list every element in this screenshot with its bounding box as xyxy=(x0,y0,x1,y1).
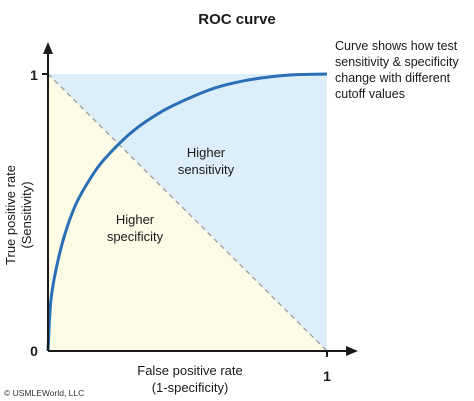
sensitivity-label-line1: Higher xyxy=(187,145,226,160)
chart-title: ROC curve xyxy=(198,11,276,28)
copyright-text: © USMLEWorld, LLC xyxy=(4,388,84,398)
sensitivity-label-line2: sensitivity xyxy=(178,162,235,177)
annotation-line4: cutoff values xyxy=(335,87,405,101)
x-axis-arrow xyxy=(346,346,358,356)
x-tick-label-1: 1 xyxy=(323,368,331,384)
specificity-label-line2: specificity xyxy=(107,229,164,244)
annotation-line1: Curve shows how test xyxy=(335,39,458,53)
annotation-line3: change with different xyxy=(335,71,451,85)
x-axis-label-line1: False positive rate xyxy=(137,363,243,378)
annotation-line2: sensitivity & specificity xyxy=(335,55,459,69)
x-axis-label-line2: (1-specificity) xyxy=(152,380,229,395)
roc-curve-line xyxy=(46,72,328,352)
y-axis-label-line2: (Sensitivity) xyxy=(19,181,34,248)
chance-diagonal-line xyxy=(47,73,328,352)
y-axis-label-line1: True positive rate xyxy=(3,165,18,265)
y-axis-arrow xyxy=(43,42,53,54)
origin-tick-label: 0 xyxy=(30,343,38,359)
y-tick-label-1: 1 xyxy=(30,67,38,83)
specificity-label-line1: Higher xyxy=(116,212,155,227)
